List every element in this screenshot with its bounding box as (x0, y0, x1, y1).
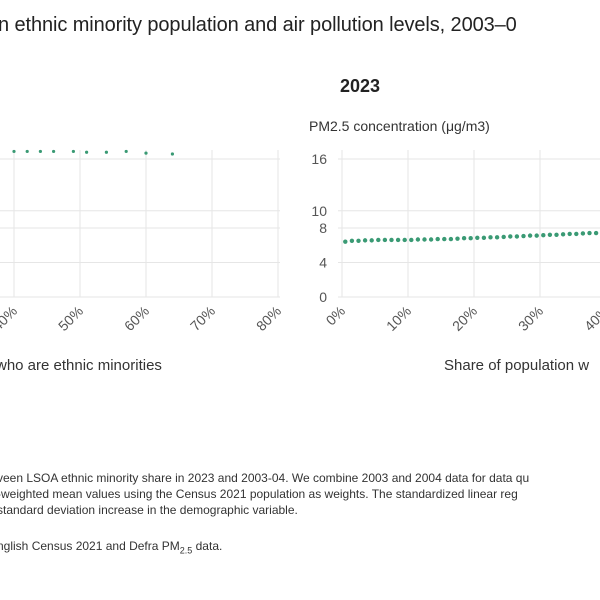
right-x-tick-label: 20% (449, 303, 480, 334)
left-plot-grid (0, 150, 280, 298)
right-data-point (369, 238, 374, 243)
right-x-tick-label: 0% (322, 303, 348, 329)
right-data-point (574, 231, 579, 237)
right-data-point (409, 237, 414, 243)
right-data-point (488, 235, 493, 240)
right-x-tick-labels: 0% 10% 20% 30% 40% (322, 303, 600, 334)
left-data-point (144, 151, 148, 155)
right-data-point (527, 233, 533, 238)
right-data-point (442, 236, 447, 242)
right-data-point (514, 234, 520, 239)
left-data-point (71, 149, 75, 154)
right-data-point (481, 235, 487, 240)
left-x-tick-label: 40% (0, 303, 20, 334)
right-series-points (343, 230, 599, 244)
right-data-point (593, 230, 599, 236)
right-data-point (415, 237, 421, 242)
right-data-point (376, 237, 381, 243)
right-data-point (567, 231, 572, 237)
right-data-point (521, 233, 526, 239)
left-data-point (52, 149, 56, 154)
right-data-point (428, 237, 434, 242)
right-y-axis-caption: PM2.5 concentration (μg/m3) (309, 118, 490, 134)
right-data-point (541, 232, 546, 238)
left-x-tick-label: 60% (121, 303, 152, 334)
right-data-point (402, 237, 407, 243)
left-x-tick-label: 80% (253, 303, 284, 334)
right-data-point (455, 236, 460, 241)
right-data-point (534, 233, 539, 238)
right-data-point (461, 236, 467, 241)
right-data-point (389, 237, 394, 243)
right-data-point (587, 230, 592, 236)
right-data-point (362, 238, 368, 243)
right-y-tick-label: 16 (311, 151, 327, 167)
left-data-point (104, 150, 108, 154)
left-x-tick-label: 50% (55, 303, 86, 334)
chart-title: n ethnic minority population and air pol… (0, 14, 517, 36)
right-x-tick-label: 40% (581, 303, 600, 334)
left-data-point (85, 150, 89, 154)
left-data-point (25, 149, 29, 154)
right-data-point (494, 235, 500, 240)
source-subscript: 2.5 (179, 545, 193, 556)
right-data-point (580, 231, 586, 236)
left-x-axis-label: who are ethnic minorities (0, 357, 162, 374)
right-data-point (475, 235, 480, 240)
right-data-point (343, 239, 348, 244)
source-suffix: data. (192, 539, 223, 553)
right-data-point (501, 234, 506, 240)
note-line: -weighted mean values using the Census 2… (0, 487, 518, 501)
right-x-tick-label: 30% (515, 303, 546, 334)
right-plot-grid (338, 150, 600, 298)
right-y-tick-label: 0 (319, 289, 327, 305)
right-data-point (422, 237, 427, 242)
right-data-point (448, 236, 454, 242)
note-line: veen LSOA ethnic minority share in 2023 … (0, 471, 530, 485)
note-line: standard deviation increase in the demog… (0, 503, 298, 517)
right-x-axis-label: Share of population w (444, 357, 590, 374)
right-data-point (554, 232, 559, 237)
right-y-tick-labels: 0 4 810 16 (311, 151, 327, 305)
right-data-point (468, 236, 473, 241)
right-data-point (382, 237, 388, 243)
right-data-point (356, 238, 361, 243)
left-data-point (124, 149, 128, 154)
left-x-tick-label: 70% (187, 303, 218, 334)
right-data-point (547, 232, 553, 237)
source-prefix: nglish Census 2021 and Defra PM (0, 539, 180, 553)
right-data-point (435, 236, 440, 242)
right-y-tick-label: 8 (319, 220, 327, 236)
left-data-point (170, 152, 174, 156)
right-panel-title: 2023 (340, 76, 381, 96)
right-data-point (560, 232, 566, 237)
right-data-point (349, 238, 355, 243)
right-data-point (508, 234, 513, 239)
left-data-point (12, 149, 16, 154)
left-series-points (12, 149, 174, 156)
source-line: nglish Census 2021 and Defra PM2.5 data. (0, 539, 222, 555)
left-data-point (38, 149, 43, 154)
right-y-tick-label: 10 (311, 203, 327, 219)
notes: veen LSOA ethnic minority share in 2023 … (0, 470, 600, 518)
right-y-tick-label: 4 (319, 255, 327, 271)
right-data-point (395, 237, 401, 243)
left-x-tick-labels: 40% 50% 60% 70% 80% (0, 303, 284, 334)
right-x-tick-label: 10% (383, 303, 414, 334)
